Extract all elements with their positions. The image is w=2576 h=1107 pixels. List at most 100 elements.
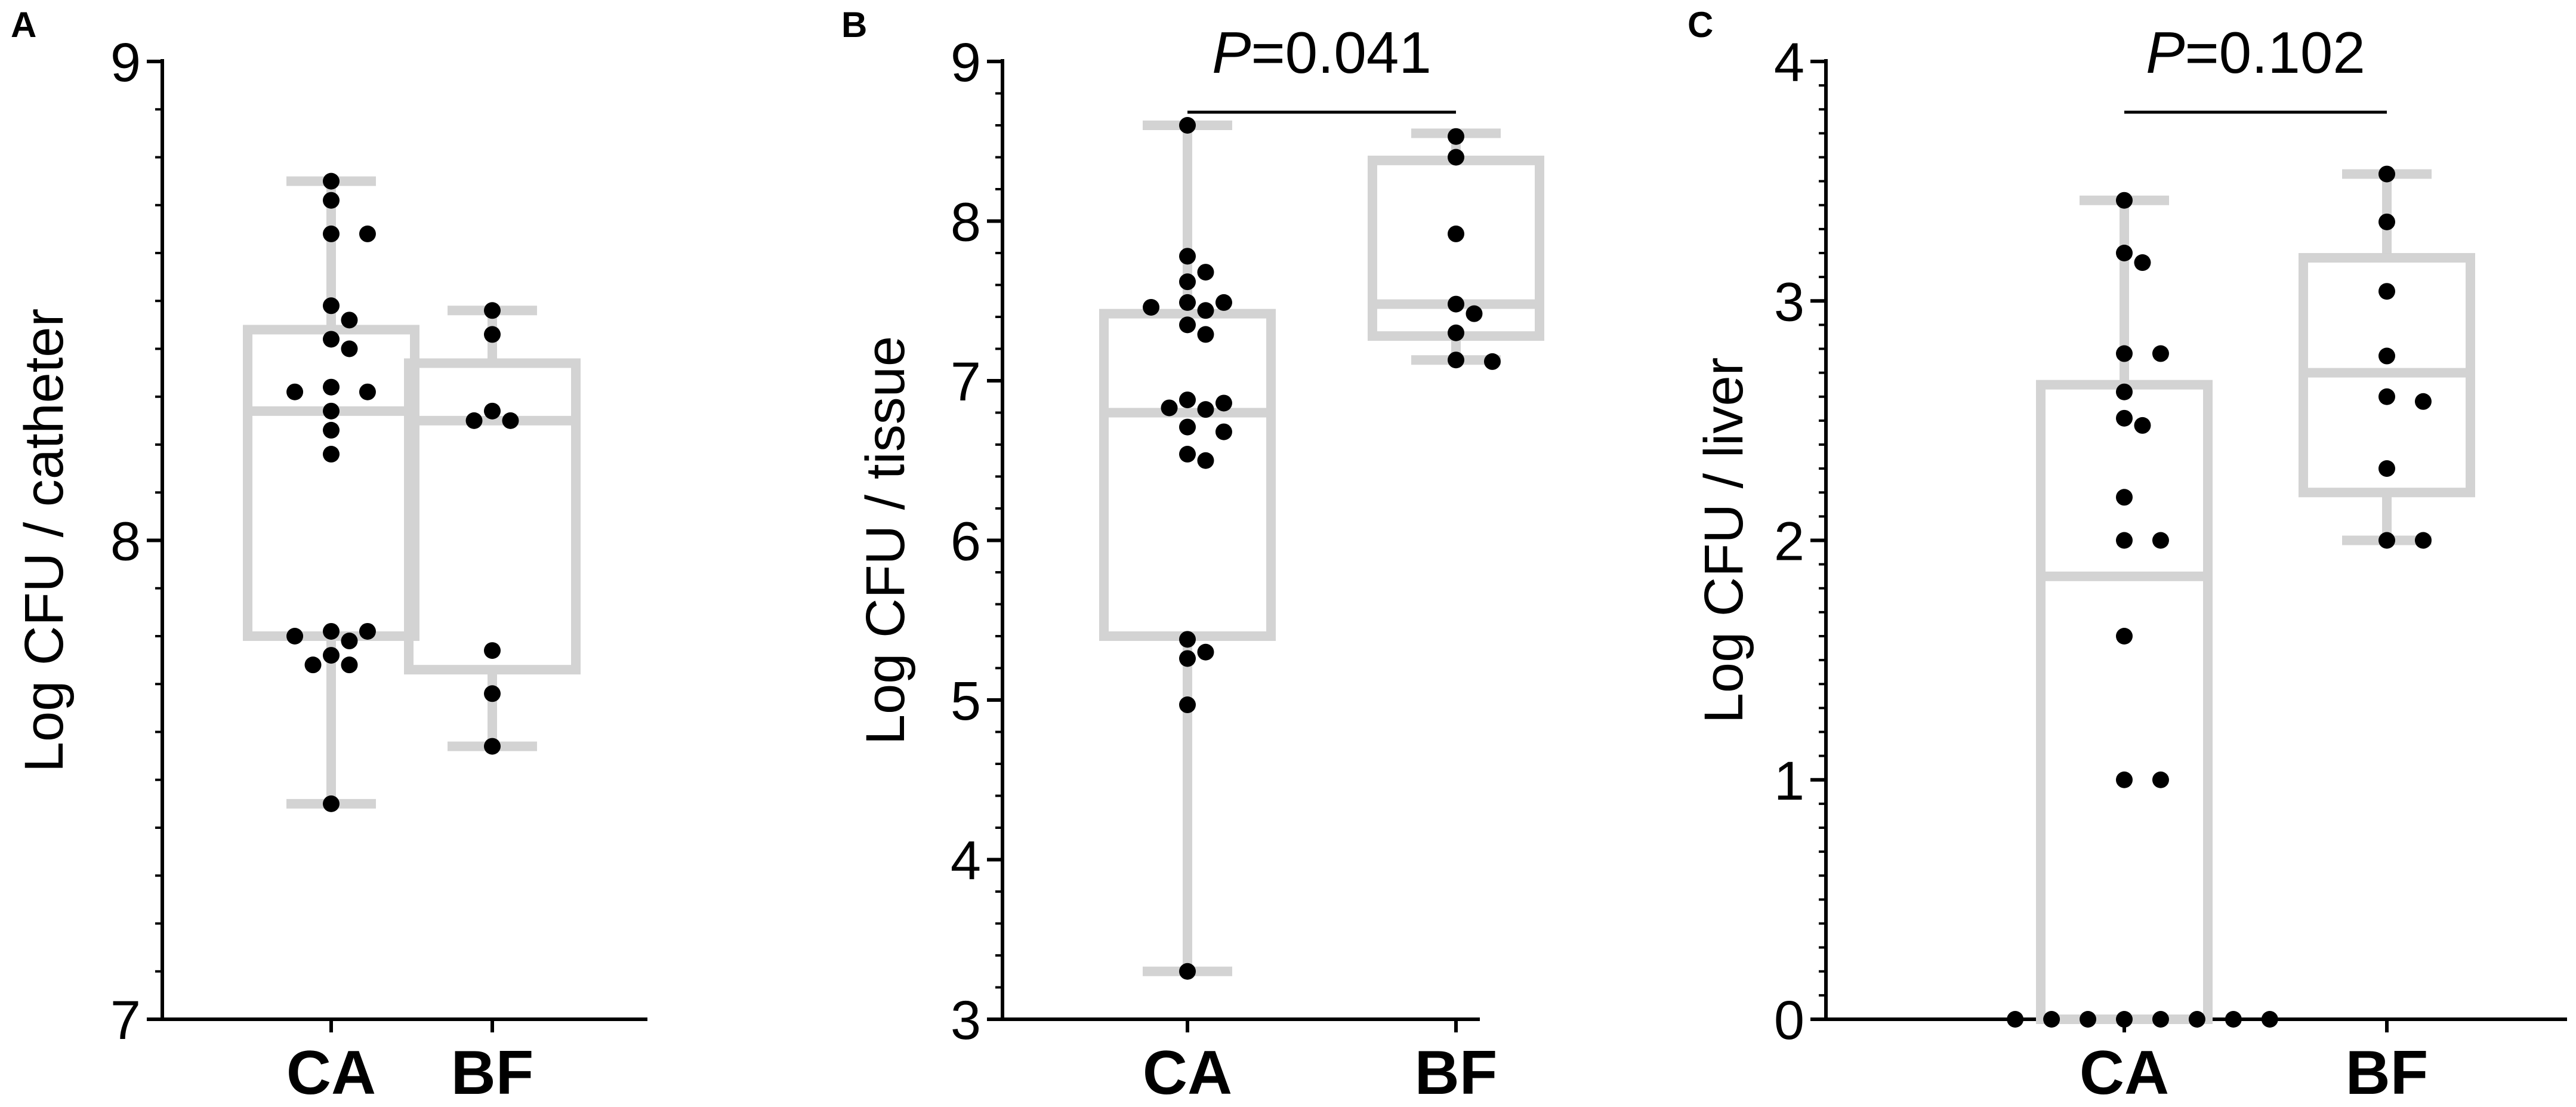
data-point: [2116, 628, 2133, 645]
data-point: [1197, 302, 1214, 319]
y-tick-label: 8: [110, 511, 141, 572]
x-category-label: CA: [2080, 1038, 2169, 1107]
data-point: [323, 647, 340, 664]
data-point: [2152, 1011, 2169, 1028]
iqr-box: [1099, 309, 1276, 641]
y-tick-label: 9: [951, 32, 981, 93]
data-point: [341, 633, 358, 650]
data-point: [2378, 460, 2395, 477]
data-point: [2116, 771, 2133, 788]
data-point: [1161, 399, 1178, 417]
data-point: [323, 192, 340, 209]
data-point: [323, 446, 340, 463]
data-point: [323, 172, 340, 190]
data-point: [1197, 452, 1214, 469]
data-point: [1179, 631, 1196, 648]
data-point: [2188, 1011, 2205, 1028]
p-value-text: =0.102: [2185, 20, 2365, 85]
points-ca: [2007, 192, 2278, 1028]
data-point: [2116, 489, 2133, 506]
data-point: [2378, 283, 2395, 300]
data-point: [1466, 305, 1483, 322]
data-point: [2414, 532, 2432, 549]
data-point: [341, 340, 358, 357]
panel-a: A Log CFU / catheter 7 8 9 CA BF: [11, 5, 647, 1107]
data-point: [1179, 391, 1196, 409]
panel-letter: B: [841, 5, 867, 45]
data-point: [359, 383, 376, 400]
x-category-label: CA: [1143, 1038, 1232, 1107]
data-point: [484, 302, 501, 319]
data-point: [323, 421, 340, 439]
data-point: [1179, 418, 1196, 436]
data-point: [1448, 225, 1464, 242]
y-tick-label: 4: [1774, 32, 1804, 93]
data-point: [1179, 248, 1196, 265]
data-point: [484, 642, 501, 659]
data-point: [1215, 394, 1232, 412]
data-point: [1179, 117, 1196, 134]
p-symbol: P: [2146, 20, 2185, 85]
y-tick-label: 9: [110, 32, 141, 93]
data-point: [323, 402, 340, 420]
data-point: [2378, 532, 2395, 549]
points-ca: [1143, 117, 1232, 980]
y-tick-label: 8: [951, 192, 981, 253]
y-tick-label: 7: [951, 351, 981, 412]
data-point: [323, 331, 340, 348]
data-point: [1179, 963, 1196, 980]
data-point: [1179, 316, 1196, 334]
data-point: [484, 685, 501, 702]
panel-letter: C: [1687, 5, 1713, 45]
data-point: [1448, 149, 1464, 166]
y-axis-label: Log CFU / tissue: [855, 336, 916, 745]
y-axis-label: Log CFU / catheter: [14, 309, 75, 772]
data-point: [2007, 1011, 2024, 1028]
x-category-label: CA: [286, 1038, 376, 1107]
data-point: [1483, 353, 1501, 370]
x-category-label: BF: [1415, 1038, 1498, 1107]
data-point: [323, 225, 340, 242]
data-point: [2414, 393, 2432, 410]
p-value-label: P=0.102: [2146, 20, 2365, 85]
iqr-box: [243, 325, 419, 641]
y-tick-label: 3: [1774, 272, 1804, 332]
data-point: [2116, 383, 2133, 400]
data-point: [2152, 345, 2169, 362]
iqr-box: [404, 358, 581, 675]
data-point: [2378, 347, 2395, 365]
data-point: [1197, 401, 1214, 418]
data-point: [359, 225, 376, 242]
data-point: [286, 628, 304, 645]
y-tick-label: 6: [951, 511, 981, 572]
data-point: [2116, 345, 2133, 362]
data-point: [1197, 326, 1214, 343]
data-point: [2152, 532, 2169, 549]
data-point: [359, 622, 376, 640]
data-point: [1215, 294, 1232, 311]
data-point: [2261, 1011, 2278, 1028]
data-point: [2134, 417, 2151, 434]
points-ca: [286, 172, 376, 812]
points-bf: [2378, 165, 2432, 549]
points-bf: [1448, 128, 1501, 370]
data-point: [1448, 324, 1464, 341]
data-point: [1179, 273, 1196, 291]
data-point: [2116, 1011, 2133, 1028]
data-point: [2116, 192, 2133, 209]
data-point: [484, 402, 501, 420]
data-point: [2152, 771, 2169, 788]
data-point: [1448, 351, 1464, 369]
iqr-box: [2036, 380, 2213, 1024]
data-point: [2378, 213, 2395, 230]
points-bf: [465, 302, 519, 755]
box-ca: [243, 176, 419, 809]
y-tick-label: 0: [1774, 990, 1804, 1051]
data-point: [2225, 1011, 2242, 1028]
data-point: [1179, 696, 1196, 714]
data-point: [2378, 165, 2395, 183]
data-point: [2080, 1011, 2097, 1028]
data-point: [2116, 409, 2133, 427]
data-point: [1197, 264, 1214, 281]
